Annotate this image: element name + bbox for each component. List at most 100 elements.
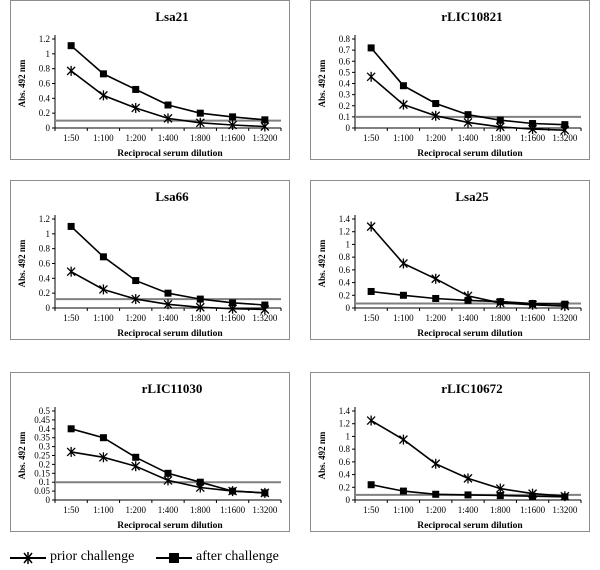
point-prior-challenge (66, 446, 76, 457)
x-tick-label: 1:3200 (552, 313, 578, 323)
point-prior-challenge (98, 284, 108, 295)
y-tick-label: 1 (346, 431, 351, 441)
x-tick-label: 1:200 (125, 133, 146, 143)
point-prior-challenge (195, 302, 205, 313)
y-tick-label: 0.15 (34, 468, 50, 478)
point-after-challenge (196, 295, 204, 303)
point-after-challenge (367, 44, 375, 52)
point-after-challenge (432, 490, 440, 498)
x-tick-label: 1:1600 (520, 505, 546, 515)
x-tick-label: 1:800 (190, 133, 211, 143)
point-after-challenge (399, 487, 407, 495)
y-axis-label: Abs. 492 nm (17, 239, 27, 287)
point-after-challenge (529, 120, 537, 128)
point-prior-challenge (366, 221, 376, 232)
legend-after-swatch (156, 553, 192, 563)
x-tick-label: 1:800 (490, 133, 511, 143)
x-tick-label: 1:400 (458, 313, 479, 323)
point-prior-challenge (398, 258, 408, 269)
point-prior-challenge (398, 99, 408, 110)
legend: prior challenge after challenge (10, 548, 370, 568)
point-after-challenge (164, 101, 172, 109)
point-after-challenge (464, 491, 472, 499)
x-tick-label: 1:1600 (220, 505, 246, 515)
x-tick-label: 1:3200 (252, 313, 278, 323)
x-tick-label: 1:50 (63, 313, 80, 323)
point-prior-challenge (131, 102, 141, 113)
y-tick-label: 0.2 (39, 108, 50, 118)
y-tick-label: 0.2 (339, 101, 350, 111)
point-prior-challenge (431, 110, 441, 121)
y-tick-label: 0 (346, 495, 351, 505)
y-tick-label: 0.2 (339, 290, 350, 300)
y-tick-label: 0.6 (339, 56, 351, 66)
legend-prior-label: prior challenge (50, 549, 135, 564)
x-tick-label: 1:50 (63, 505, 80, 515)
chart-title-rlic10821: rLIC10821 (441, 9, 502, 24)
chart-rlic10672: rLIC10672 0 0.2 0.4 0.6 0.8 1 1.2 1.4 Abs. 492 nm… (317, 381, 582, 531)
y-tick-label: 1.4 (339, 214, 351, 224)
y-axis-label: Abs. 492 nm (317, 239, 327, 287)
y-tick-label: 0.8 (339, 34, 351, 44)
x-tick-label: 1:200 (425, 505, 446, 515)
x-tick-label: 1:400 (458, 133, 479, 143)
y-tick-label: 0.1 (39, 477, 50, 487)
point-after-challenge (67, 42, 75, 50)
point-after-challenge (164, 289, 172, 297)
x-tick-label: 1:1600 (220, 133, 246, 143)
x-tick-label: 1:100 (93, 133, 114, 143)
y-tick-label: 0.8 (339, 444, 351, 454)
y-tick-label: 1 (46, 49, 51, 59)
chart-panel-lsa25: Lsa25 0 0.2 0.4 0.6 0.8 1 1.2 1.4 Abs. 492 nm 1:50… (310, 180, 590, 340)
point-after-challenge (261, 116, 269, 124)
point-prior-challenge (131, 294, 141, 305)
point-after-challenge (399, 82, 407, 90)
x-tick-label: 1:800 (490, 313, 511, 323)
chart-rlic11030: rLIC1103000.050.10.150.20.250.30.350.40.… (17, 381, 282, 531)
chart-panel-lsa66: Lsa66 0 0.2 0.4 0.6 0.8 1 1.2 Abs. 492 nm 1:50 1:1… (10, 180, 290, 340)
point-after-challenge (496, 116, 504, 124)
point-after-challenge (367, 481, 375, 489)
legend-swatches (10, 552, 192, 564)
point-prior-challenge (163, 299, 173, 310)
x-tick-label: 1:3200 (552, 133, 578, 143)
x-axis-label: Reciprocal serum dilution (117, 329, 223, 339)
y-tick-label: 1.2 (339, 419, 350, 429)
y-tick-label: 0.35 (34, 433, 50, 443)
point-after-challenge (99, 70, 107, 78)
y-axis-label: Abs. 492 nm (17, 59, 27, 107)
point-after-challenge (561, 121, 569, 129)
x-tick-label: 1:800 (190, 505, 211, 515)
point-prior-challenge (163, 475, 173, 486)
y-tick-label: 1.2 (39, 214, 50, 224)
y-tick-label: 0.5 (339, 67, 351, 77)
point-prior-challenge (98, 452, 108, 463)
point-after-challenge (229, 299, 237, 307)
y-tick-label: 0.6 (339, 265, 351, 275)
y-tick-label: 0 (46, 495, 51, 505)
point-after-challenge (496, 492, 504, 500)
y-tick-label: 1 (346, 239, 351, 249)
chart-panel-rlic10821: rLIC10821 0 0.1 0.2 0.3 0.4 0.5 0.6 0.7 0.8 Abs. 4… (310, 0, 590, 160)
y-tick-label: 0.5 (39, 406, 51, 416)
point-prior-challenge (66, 65, 76, 76)
chart-title-lsa25: Lsa25 (455, 189, 489, 204)
y-tick-label: 0.8 (339, 252, 351, 262)
point-prior-challenge (398, 434, 408, 445)
y-tick-label: 0.3 (39, 442, 51, 452)
chart-lsa21: Lsa21 0 0.2 0.4 0.6 0.8 1 1.2 Abs. 492 nm 1:50 1:1… (17, 9, 282, 159)
point-prior-challenge (228, 120, 238, 131)
point-after-challenge (367, 287, 375, 295)
y-tick-label: 0.2 (39, 459, 50, 469)
x-tick-label: 1:3200 (252, 133, 278, 143)
chart-lsa25: Lsa25 0 0.2 0.4 0.6 0.8 1 1.2 1.4 Abs. 492 nm 1:50… (317, 189, 582, 339)
y-tick-label: 0 (46, 303, 51, 313)
x-tick-label: 1:200 (425, 133, 446, 143)
square-marker-icon (169, 553, 179, 563)
x-tick-label: 1:100 (393, 505, 414, 515)
chart-title-lsa66: Lsa66 (155, 189, 189, 204)
point-after-challenge (196, 478, 204, 486)
point-after-challenge (464, 296, 472, 304)
point-prior-challenge (66, 266, 76, 277)
point-after-challenge (561, 493, 569, 501)
